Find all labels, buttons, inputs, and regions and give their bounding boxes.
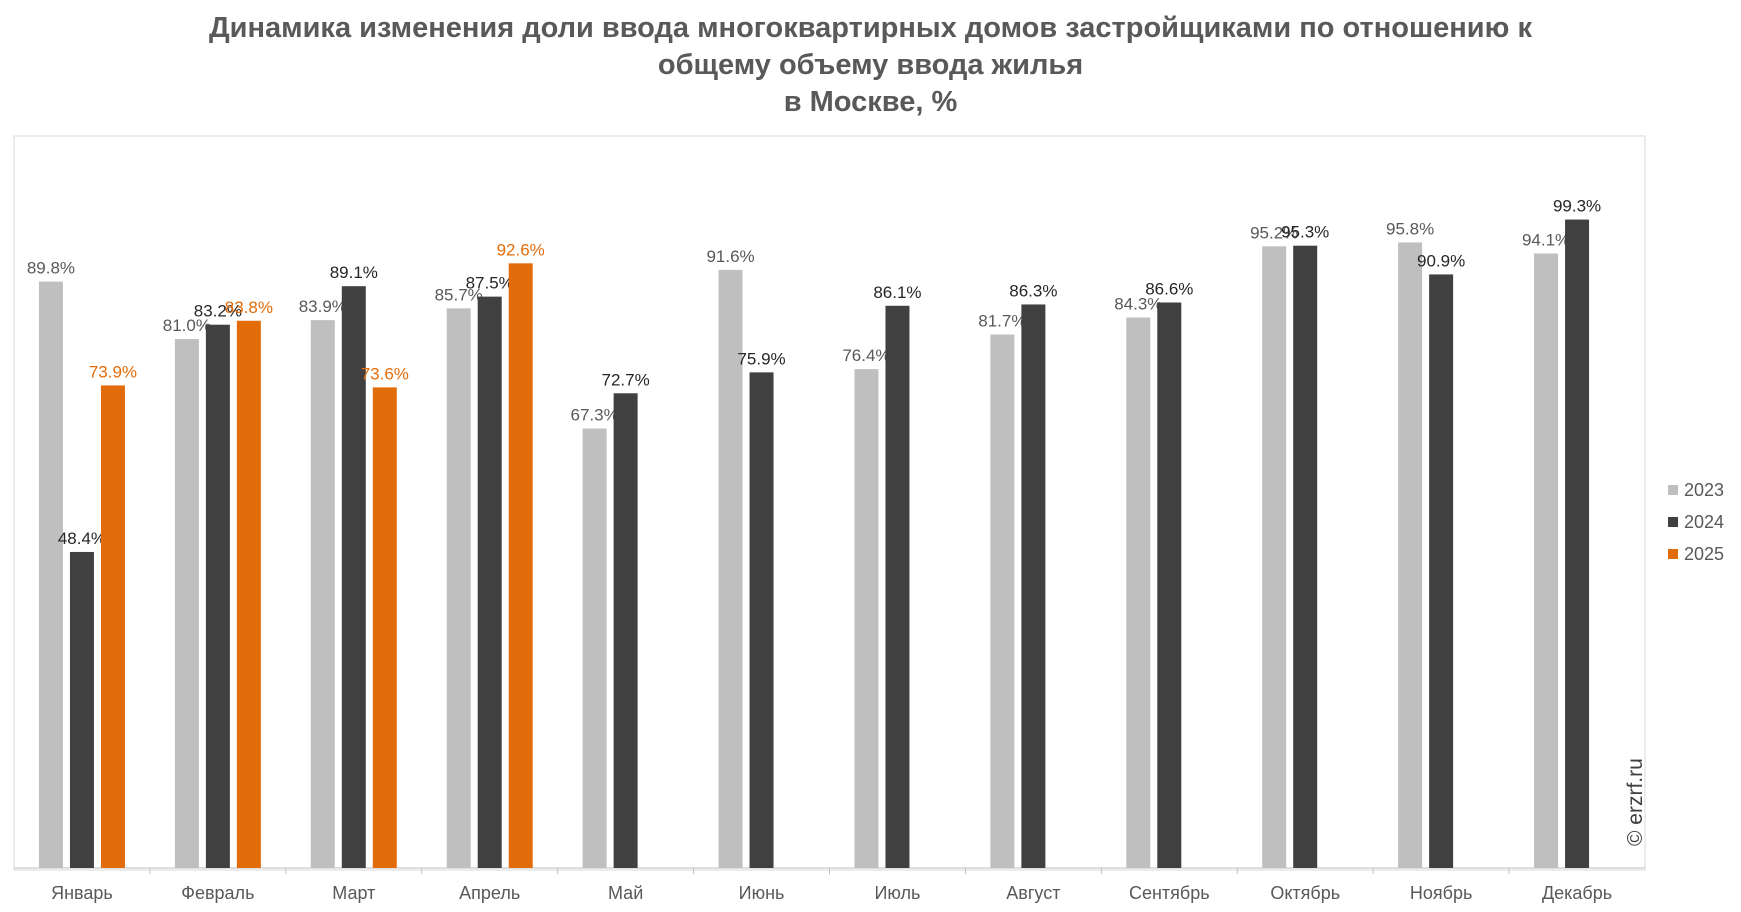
bar-2024-Июль [885, 305, 910, 869]
bar-2024-Ноябрь [1429, 274, 1454, 869]
data-label-2023-Декабрь: 94.1% [1522, 231, 1570, 250]
bar-2023-Сентябрь [1126, 317, 1151, 868]
data-label-2024-Апрель: 87.5% [466, 274, 514, 293]
legend-swatch-2025 [1668, 549, 1678, 559]
x-tick-label: Февраль [181, 883, 254, 903]
bar-2024-Сентябрь [1157, 302, 1182, 868]
data-label-2024-Ноябрь: 90.9% [1417, 251, 1465, 270]
data-label-2023-Август: 81.7% [978, 311, 1026, 330]
bar-2024-Февраль [205, 324, 230, 869]
bar-2024-Январь [69, 551, 94, 868]
legend-item-2023: 2023 [1668, 474, 1724, 506]
x-tick-label: Ноябрь [1410, 883, 1472, 903]
data-label-2024-Июнь: 75.9% [737, 349, 785, 368]
data-label-2024-Май: 72.7% [602, 370, 650, 389]
x-tick-label: Июнь [739, 883, 785, 903]
x-tick-label: Март [332, 883, 375, 903]
bar-2025-Март [372, 387, 397, 868]
data-label-2023-Апрель: 85.7% [435, 285, 483, 304]
data-label-2025-Апрель: 92.6% [497, 240, 545, 259]
bar-2023-Октябрь [1262, 246, 1287, 868]
bar-2024-Март [341, 286, 366, 868]
data-label-2023-Май: 67.3% [571, 406, 619, 425]
data-label-2025-Январь: 73.9% [89, 362, 137, 381]
bar-2024-Июнь [749, 372, 774, 868]
data-label-2023-Июль: 76.4% [842, 346, 890, 365]
data-label-2024-Декабрь: 99.3% [1553, 197, 1601, 216]
x-tick-label: Июль [874, 883, 920, 903]
bar-2025-Январь [100, 385, 125, 868]
data-label-2023-Сентябрь: 84.3% [1114, 295, 1162, 314]
bar-2024-Май [613, 393, 638, 868]
bar-2023-Декабрь [1534, 253, 1559, 869]
data-label-2025-Февраль: 83.8% [225, 298, 273, 317]
legend-swatch-2024 [1668, 517, 1678, 527]
x-tick-label: Январь [51, 883, 113, 903]
data-label-2024-Январь: 48.4% [58, 529, 106, 548]
watermark: © erzrf.ru [1624, 758, 1647, 846]
x-tick-label: Май [608, 883, 643, 903]
data-label-2023-Март: 83.9% [299, 297, 347, 316]
data-label-2024-Июль: 86.1% [873, 283, 921, 302]
data-label-2024-Октябрь: 95.3% [1281, 223, 1329, 242]
bar-2023-Май [582, 428, 607, 868]
bar-2023-Июнь [718, 269, 743, 868]
data-label-2023-Октябрь: 95.2% [1250, 223, 1298, 242]
chart-title-line-3: в Москве, % [783, 86, 958, 118]
bar-2023-Июль [854, 369, 879, 868]
x-tick-label: Сентябрь [1129, 883, 1210, 903]
data-label-2024-Сентябрь: 86.6% [1145, 280, 1193, 299]
legend-item-2024: 2024 [1668, 506, 1724, 538]
data-label-2023-Февраль: 81.0% [163, 316, 211, 335]
x-tick-label: Август [1006, 883, 1060, 903]
data-label-2023-Ноябрь: 95.8% [1386, 219, 1434, 238]
bar-2025-Апрель [508, 263, 533, 868]
chart-title-line-2: общему объему ввода жилья [657, 49, 1084, 81]
legend-label-2024: 2024 [1684, 511, 1725, 532]
chart-title-line-1: Динамика изменения доли ввода многокварт… [209, 12, 1532, 44]
legend: 2023 2024 2025 [1668, 474, 1724, 570]
bar-2023-Февраль [174, 339, 199, 868]
bar-2023-Март [310, 320, 335, 868]
x-tick-label: Октябрь [1270, 883, 1340, 903]
legend-swatch-2023 [1668, 485, 1678, 495]
bar-2023-Ноябрь [1398, 242, 1423, 868]
legend-label-2023: 2023 [1684, 479, 1725, 500]
bar-2025-Февраль [236, 320, 261, 868]
bar-2024-Октябрь [1293, 245, 1318, 869]
bar-2024-Апрель [477, 296, 502, 868]
data-label-2023-Январь: 89.8% [27, 259, 75, 278]
data-label-2024-Февраль: 83.2% [194, 302, 242, 321]
bar-2023-Апрель [446, 308, 471, 868]
bar-2024-Декабрь [1565, 219, 1590, 869]
legend-label-2025: 2025 [1684, 543, 1725, 564]
data-label-2024-Август: 86.3% [1009, 281, 1057, 300]
x-tick-label: Апрель [459, 883, 520, 903]
data-label-2024-Март: 89.1% [330, 263, 378, 282]
bar-2023-Август [990, 334, 1015, 868]
bar-2024-Август [1021, 304, 1046, 868]
x-tick-label: Декабрь [1542, 883, 1612, 903]
data-label-2023-Июнь: 91.6% [706, 247, 754, 266]
data-label-2025-Март: 73.6% [361, 364, 409, 383]
chart-title: Динамика изменения доли ввода многокварт… [0, 10, 1741, 121]
legend-item-2025: 2025 [1668, 538, 1724, 570]
bar-2023-Январь [38, 281, 63, 869]
